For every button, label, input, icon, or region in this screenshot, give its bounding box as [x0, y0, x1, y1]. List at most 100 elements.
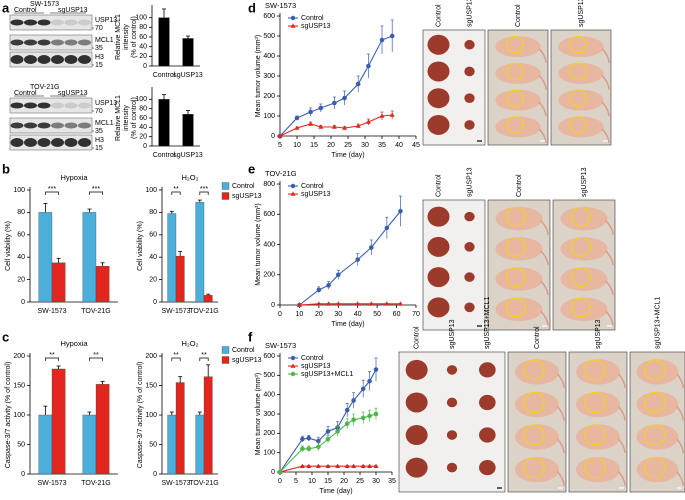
- y-tick-label: 40: [139, 44, 147, 51]
- tumor: [446, 462, 458, 473]
- tumor: [464, 66, 475, 77]
- blot-cell-line: SW-1573: [30, 1, 59, 8]
- tumor: [464, 242, 475, 252]
- mouse: [495, 89, 541, 111]
- legend-marker: [290, 183, 296, 189]
- point: [367, 378, 372, 384]
- mouse: [495, 267, 543, 291]
- mouse: [575, 359, 621, 385]
- tail: [617, 438, 627, 454]
- x-tick-label: 15: [324, 478, 332, 485]
- x-tick-label: SW-1573: [37, 480, 66, 487]
- point: [277, 133, 283, 138]
- point: [368, 301, 374, 306]
- y-axis-label: Caspase-3/7 activity (% of control): [137, 362, 144, 469]
- x-tick-label: TOV-21G: [189, 480, 218, 487]
- point: [316, 287, 322, 293]
- error-bar: [206, 293, 211, 296]
- chart-title: TOV-21G: [265, 169, 297, 178]
- point: [367, 413, 372, 419]
- significance-bracket: [89, 357, 103, 361]
- mouse: [560, 237, 608, 261]
- blot-band: [10, 55, 24, 64]
- mouse: [558, 89, 604, 111]
- y-tick-label: 200: [263, 93, 275, 100]
- blot-protein: MCL1: [95, 120, 114, 127]
- blot-strip: [9, 14, 93, 31]
- y-tick-label: 100: [13, 412, 25, 419]
- point: [300, 446, 305, 452]
- tumor-circle: [523, 424, 545, 446]
- significance-bracket: [199, 357, 209, 361]
- blot-band: [78, 39, 91, 46]
- tail: [601, 101, 610, 117]
- series-line: [279, 114, 393, 137]
- bar: [51, 368, 66, 475]
- x-tick-label: 20: [327, 142, 335, 149]
- legend-marker: [290, 191, 296, 196]
- y-axis-label: Cell viability (%): [137, 221, 144, 271]
- blot-band: [24, 138, 37, 147]
- error-bar: [178, 251, 183, 257]
- tail: [676, 471, 685, 486]
- blot-group: Control: [14, 90, 37, 97]
- point: [384, 301, 390, 306]
- mouse: [495, 62, 541, 84]
- chart-title: Hypoxia: [60, 339, 88, 348]
- y-tick-label: 80: [139, 24, 147, 31]
- tail: [605, 280, 614, 296]
- tumor: [405, 425, 428, 446]
- tail: [556, 405, 566, 421]
- x-tick-label: 0: [278, 478, 282, 485]
- mouse: [514, 359, 560, 385]
- point: [326, 301, 332, 306]
- y-tick-label: 400: [263, 241, 275, 248]
- bar: [82, 414, 97, 475]
- bar: [82, 212, 97, 303]
- tail: [605, 310, 614, 326]
- x-tick-label: Control: [153, 152, 176, 159]
- x-tick-label: 40: [354, 311, 362, 318]
- error-bar: [87, 411, 92, 415]
- legend-label: Control: [232, 183, 255, 190]
- x-tick-label: TOV-21G: [189, 308, 218, 315]
- blot-band: [24, 102, 37, 109]
- x-tick-label: 25: [344, 142, 352, 149]
- blot-band: [64, 138, 78, 147]
- chart-title: Hypoxia: [60, 173, 88, 182]
- blot-strip: [9, 97, 93, 114]
- tumor-circle: [506, 116, 524, 134]
- x-tick-label: 30: [372, 478, 380, 485]
- photo-label: Control: [414, 326, 421, 349]
- y-tick-label: 150: [13, 382, 25, 389]
- legend-swatch: [221, 192, 230, 200]
- x-tick-label: SW-1573: [37, 308, 66, 315]
- y-tick-label: 100: [145, 187, 157, 194]
- point: [294, 115, 300, 121]
- legend-label: Control: [301, 183, 324, 190]
- point: [325, 436, 331, 442]
- bar: [95, 266, 110, 303]
- tumor: [446, 397, 458, 408]
- bar: [182, 38, 194, 67]
- tumor-circle: [506, 236, 526, 257]
- point: [315, 463, 321, 468]
- tumor: [427, 88, 450, 109]
- y-axis-label: Mean tumor volume (mm³): [255, 203, 262, 285]
- error-bar: [162, 8, 166, 18]
- legend-marker: [290, 355, 296, 361]
- significance-bracket: [89, 191, 103, 195]
- panel-letter: f: [248, 329, 253, 344]
- y-tick-label: 0: [153, 471, 157, 478]
- x-tick-label: 40: [395, 142, 403, 149]
- point: [332, 100, 337, 106]
- y-tick-label: 40: [17, 254, 25, 261]
- point: [369, 245, 374, 250]
- significance-bracket: [171, 357, 181, 361]
- blot-band: [24, 39, 37, 46]
- tail: [605, 220, 614, 235]
- x-tick-label: 10: [293, 142, 301, 149]
- tumor-circle: [506, 297, 526, 318]
- point: [342, 95, 347, 101]
- error-bar: [186, 110, 190, 115]
